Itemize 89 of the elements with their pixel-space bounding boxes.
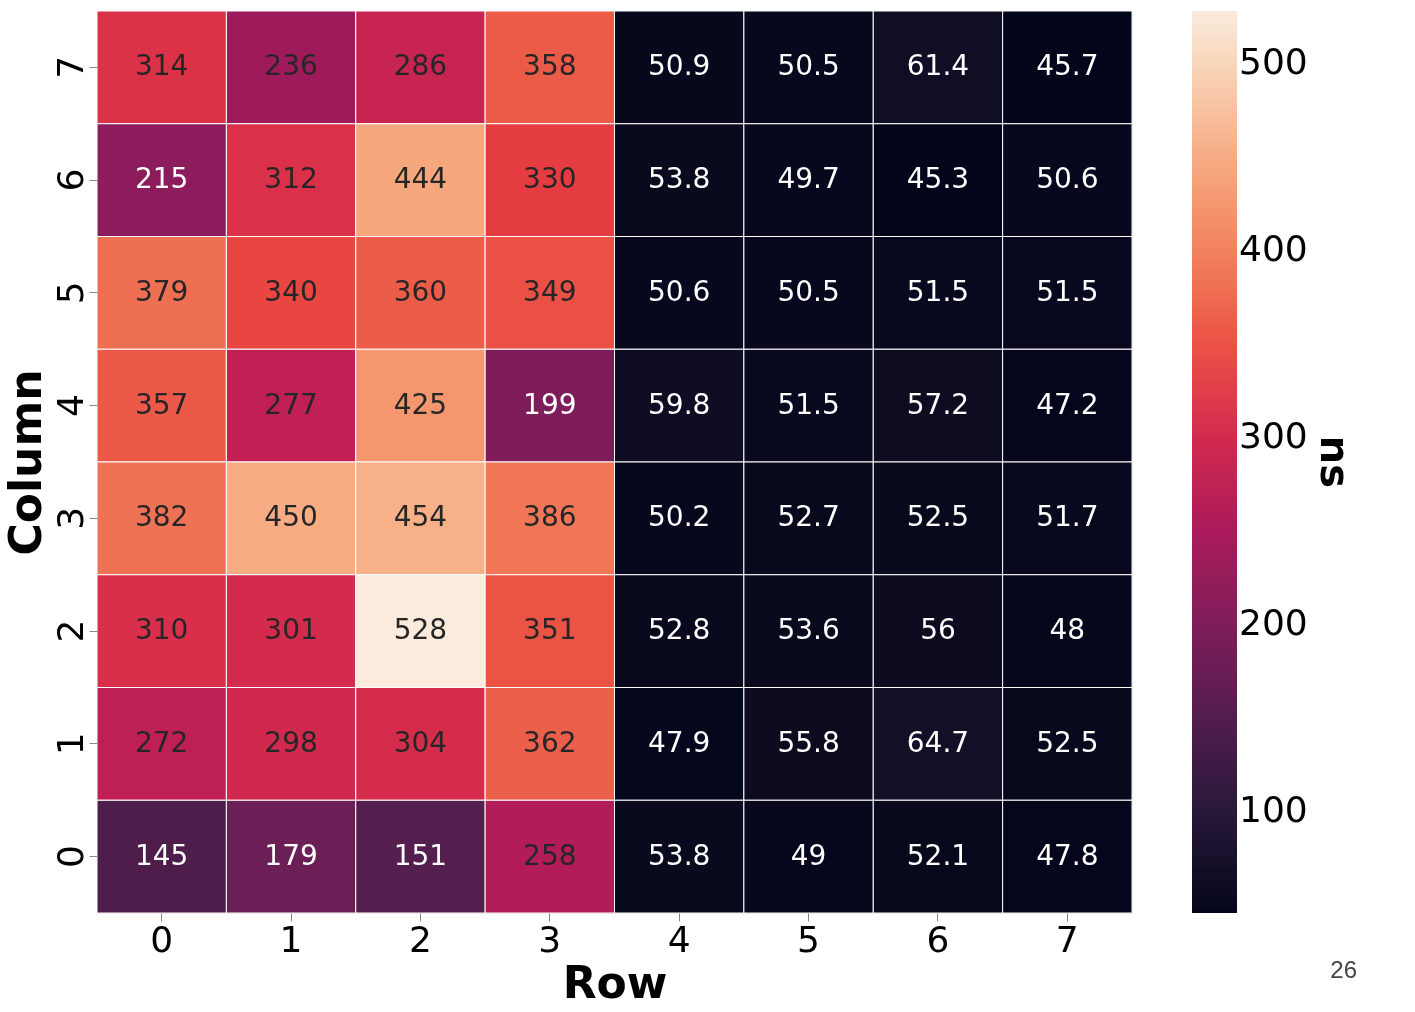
data-label: 47.8 — [1036, 838, 1099, 872]
x-axis-title: Row — [562, 956, 668, 1008]
data-label: 49.7 — [777, 162, 840, 196]
data-label: 298 — [264, 725, 318, 759]
data-label: 53.8 — [648, 838, 711, 872]
data-label: 50.6 — [648, 274, 711, 308]
data-label: 50.2 — [648, 500, 711, 534]
data-label: 444 — [393, 162, 448, 196]
data-label: 51.7 — [1036, 500, 1099, 534]
data-label: 340 — [264, 274, 318, 308]
data-label: 357 — [134, 387, 189, 421]
data-label: 358 — [523, 49, 577, 83]
data-label: 379 — [134, 274, 189, 308]
data-label: 51.5 — [1036, 274, 1099, 308]
data-label: 47.2 — [1036, 387, 1099, 421]
data-label: 215 — [134, 162, 189, 196]
data-label: 454 — [393, 500, 448, 534]
data-label: 304 — [393, 725, 448, 759]
y-tick-label: 2 — [49, 619, 91, 643]
color-bar-title: ns — [1312, 435, 1358, 489]
data-label: 45.7 — [1036, 49, 1099, 83]
data-label: 52.5 — [1036, 725, 1099, 759]
text: 26 — [1330, 956, 1357, 983]
x-tick-label: 7 — [1055, 918, 1079, 960]
data-label: 236 — [264, 49, 318, 83]
data-label: 151 — [393, 838, 448, 872]
color-bar-label: 100 — [1239, 788, 1308, 830]
data-label: 52.1 — [906, 838, 970, 872]
data-label: 382 — [134, 500, 189, 534]
data-label: 349 — [523, 274, 577, 308]
color-bar-label: 300 — [1239, 415, 1308, 457]
data-label: 199 — [523, 387, 577, 421]
data-label: 52.5 — [906, 500, 970, 534]
data-label: 314 — [134, 49, 189, 83]
data-label: 310 — [134, 613, 189, 647]
data-label: 64.7 — [906, 725, 970, 759]
data-label: 312 — [264, 162, 318, 196]
x-tick-label: 0 — [150, 918, 174, 960]
x-tick-label: 4 — [667, 918, 691, 960]
data-label: 57.2 — [906, 387, 970, 421]
y-tick-label: 6 — [49, 168, 91, 192]
data-label: 49 — [790, 838, 827, 872]
x-tick-label: 5 — [797, 918, 821, 960]
data-label: 61.4 — [906, 49, 970, 83]
data-label: 258 — [523, 838, 577, 872]
data-label: 59.8 — [648, 387, 711, 421]
data-label: 277 — [264, 387, 318, 421]
data-label: 330 — [523, 162, 577, 196]
data-label: 45.3 — [906, 162, 970, 196]
y-tick-label: 3 — [49, 506, 91, 530]
data-label: 53.8 — [648, 162, 711, 196]
x-tick-label: 3 — [538, 918, 562, 960]
data-label: 301 — [264, 613, 318, 647]
data-label: 386 — [523, 500, 577, 534]
color-bar-label: 400 — [1239, 228, 1308, 270]
y-tick-label: 7 — [49, 55, 91, 79]
data-label: 50.5 — [777, 274, 840, 308]
data-label: 450 — [264, 500, 318, 534]
x-tick-label: 2 — [408, 918, 432, 960]
data-label: 351 — [523, 613, 577, 647]
data-label: 360 — [393, 274, 448, 308]
data-label: 145 — [134, 838, 189, 872]
y-axis-title: Column — [0, 369, 51, 556]
data-label: 52.8 — [648, 613, 711, 647]
x-tick-label: 1 — [279, 918, 303, 960]
color-bar-label: 500 — [1239, 41, 1308, 83]
y-tick-label: 4 — [49, 394, 91, 418]
data-label: 179 — [264, 838, 318, 872]
color-bar-label: 200 — [1239, 601, 1308, 643]
y-tick-label: 1 — [49, 732, 91, 756]
data-label: 528 — [393, 613, 448, 647]
data-label: 362 — [523, 725, 577, 759]
data-label: 55.8 — [777, 725, 840, 759]
x-tick-label: 6 — [926, 918, 950, 960]
data-label: 51.5 — [777, 387, 840, 421]
data-label: 52.7 — [777, 500, 840, 534]
data-label: 425 — [393, 387, 448, 421]
data-label: 286 — [393, 49, 448, 83]
data-label: 272 — [134, 725, 189, 759]
data-label: 51.5 — [906, 274, 970, 308]
data-label: 53.6 — [777, 613, 840, 647]
data-label: 48 — [1049, 613, 1086, 647]
data-label: 56 — [920, 613, 956, 647]
data-label: 47.9 — [648, 725, 711, 759]
y-tick-label: 0 — [49, 845, 91, 869]
data-label: 50.6 — [1036, 162, 1099, 196]
data-label: 50.5 — [777, 49, 840, 83]
data-label: 50.9 — [648, 49, 711, 83]
y-tick-label: 5 — [49, 281, 91, 305]
